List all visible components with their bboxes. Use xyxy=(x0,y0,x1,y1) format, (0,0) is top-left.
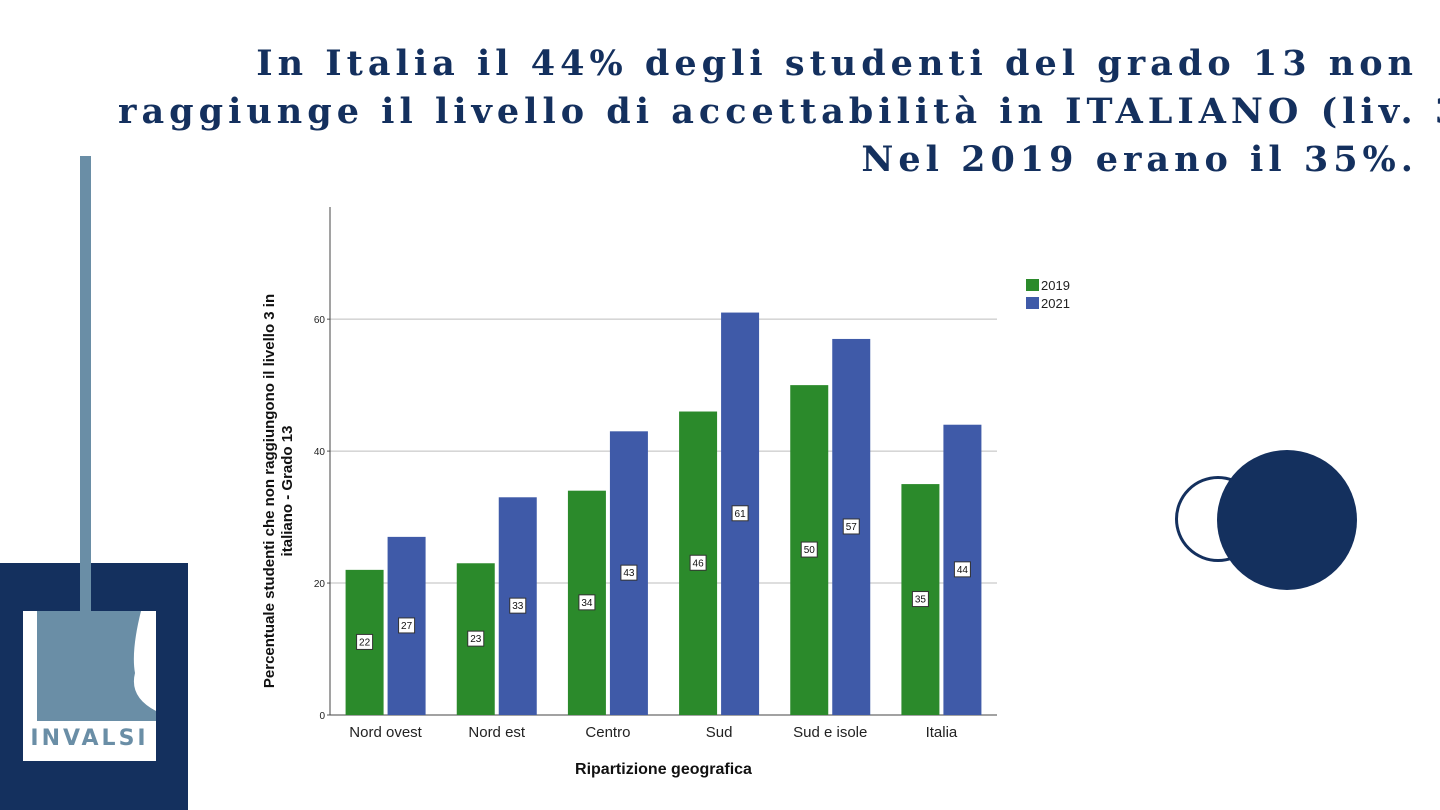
decorative-vertical-bar xyxy=(80,156,91,626)
x-axis-title: Ripartizione geografica xyxy=(575,761,752,778)
decorative-circle-filled xyxy=(1217,450,1357,590)
data-label: 33 xyxy=(512,601,524,612)
data-label: 57 xyxy=(846,522,858,533)
data-label-box xyxy=(578,594,596,611)
title-line-2: raggiunge il livello di accettabilità in… xyxy=(118,91,1440,132)
y-tick-label: 20 xyxy=(314,579,326,590)
data-label: 22 xyxy=(359,637,371,648)
data-label-box xyxy=(731,505,749,522)
data-label-box xyxy=(842,518,860,535)
data-label-box xyxy=(398,617,416,634)
x-tick-label: Nord ovest xyxy=(349,724,422,741)
x-tick-label: Nord est xyxy=(468,724,526,741)
title-line-3: Nel 2019 erano il 35%. xyxy=(861,139,1418,180)
data-label: 23 xyxy=(470,634,482,645)
data-label-box xyxy=(620,564,638,581)
x-tick-label: Sud xyxy=(706,724,733,741)
legend-label-2019: 2019 xyxy=(1041,278,1070,293)
data-label-box xyxy=(800,541,818,558)
data-label-box xyxy=(953,561,971,578)
data-label: 46 xyxy=(693,558,705,569)
data-label: 34 xyxy=(581,598,593,609)
y-tick-label: 60 xyxy=(314,315,326,326)
data-label-box xyxy=(689,554,707,571)
data-label-box xyxy=(509,597,527,614)
x-tick-label: Italia xyxy=(926,724,958,741)
logo-shape-icon xyxy=(37,611,156,721)
data-label: 50 xyxy=(804,545,816,556)
y-axis-title: Percentuale studenti che non raggiungono… xyxy=(261,294,278,688)
y-tick-label: 0 xyxy=(319,711,325,722)
x-tick-label: Sud e isole xyxy=(793,724,867,741)
legend-swatch-2019 xyxy=(1026,279,1039,291)
data-label-box xyxy=(356,633,374,650)
data-label: 43 xyxy=(623,568,635,579)
data-label: 44 xyxy=(957,565,969,576)
data-label: 35 xyxy=(915,595,927,606)
x-tick-label: Centro xyxy=(585,724,630,741)
invalsi-logo: INVALSI xyxy=(23,611,156,761)
title-line-1: In Italia il 44% degli studenti del grad… xyxy=(256,43,1418,84)
y-tick-label: 40 xyxy=(314,447,326,458)
y-axis-title: italiano - Grado 13 xyxy=(279,426,296,557)
slide-title: In Italia il 44% degli studenti del grad… xyxy=(118,40,1440,184)
data-label: 27 xyxy=(401,621,413,632)
data-label-box xyxy=(911,591,929,608)
logo-text: INVALSI xyxy=(30,726,149,751)
legend-swatch-2021 xyxy=(1026,297,1039,309)
data-label: 61 xyxy=(735,509,747,520)
data-label-box xyxy=(467,630,485,647)
legend-label-2021: 2021 xyxy=(1041,296,1070,311)
